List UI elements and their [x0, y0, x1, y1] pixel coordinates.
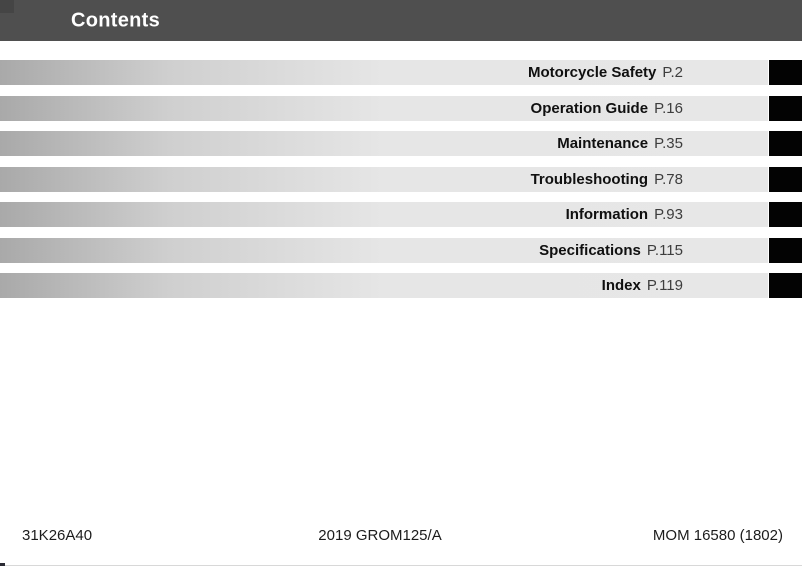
header-corner-mark	[0, 0, 14, 13]
toc-row-troubleshooting[interactable]: Troubleshooting P.78	[0, 166, 802, 192]
toc-item-page: P.2	[662, 64, 683, 81]
toc-row-maintenance[interactable]: Maintenance P.35	[0, 131, 802, 156]
toc-item-page: P.78	[654, 170, 683, 188]
toc-row-motorcycle-safety[interactable]: Motorcycle Safety P.2	[0, 60, 802, 85]
toc-row-operation-guide[interactable]: Operation Guide P.16	[0, 95, 802, 121]
thumb-tab[interactable]	[769, 95, 802, 121]
toc-item-label: Information	[565, 206, 649, 223]
toc-row-index[interactable]: Index P.119	[0, 273, 802, 298]
toc-bar[interactable]: Information P.93	[0, 202, 768, 227]
toc-item-label: Index	[601, 277, 641, 294]
header-bar: Contents	[0, 0, 802, 41]
toc-row-information[interactable]: Information P.93	[0, 202, 802, 227]
toc-item-page: P.35	[654, 135, 683, 152]
thumb-tab[interactable]	[769, 273, 802, 298]
toc-item-label: Specifications	[539, 241, 641, 259]
toc-item-page: P.119	[646, 277, 683, 294]
toc-bar[interactable]: Maintenance P.35	[0, 131, 768, 156]
bottom-rule	[0, 565, 802, 566]
toc-bar[interactable]: Index P.119	[0, 273, 768, 298]
toc-item-page: P.16	[654, 99, 683, 117]
toc-item-page: P.93	[654, 206, 683, 223]
table-of-contents: Motorcycle Safety P.2 Operation Guide P.…	[0, 60, 802, 298]
toc-item-label: Operation Guide	[530, 99, 649, 117]
page-title: Contents	[71, 9, 161, 31]
toc-bar[interactable]: Operation Guide P.16	[0, 95, 768, 121]
footer-part-number: MOM 16580 (1802)	[652, 527, 783, 544]
thumb-tab[interactable]	[769, 131, 802, 156]
toc-item-label: Maintenance	[557, 135, 649, 152]
toc-item-page: P.115	[646, 241, 683, 259]
toc-bar[interactable]: Troubleshooting P.78	[0, 166, 768, 192]
footer-model-name: 2019 GROM125/A	[318, 527, 442, 544]
thumb-tab[interactable]	[769, 166, 802, 192]
thumb-tab[interactable]	[769, 60, 802, 85]
toc-item-label: Troubleshooting	[530, 170, 649, 188]
thumb-tab[interactable]	[769, 202, 802, 227]
toc-bar[interactable]: Specifications P.115	[0, 237, 768, 263]
bottom-left-mark	[0, 563, 5, 566]
toc-item-label: Motorcycle Safety	[528, 64, 657, 81]
toc-row-specifications[interactable]: Specifications P.115	[0, 237, 802, 263]
footer-document-code: 31K26A40	[22, 527, 93, 544]
thumb-tab[interactable]	[769, 237, 802, 263]
toc-bar[interactable]: Motorcycle Safety P.2	[0, 60, 768, 85]
